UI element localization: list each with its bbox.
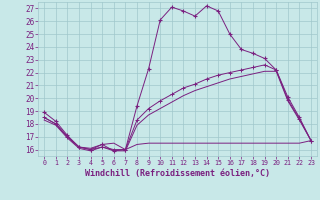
X-axis label: Windchill (Refroidissement éolien,°C): Windchill (Refroidissement éolien,°C) (85, 169, 270, 178)
